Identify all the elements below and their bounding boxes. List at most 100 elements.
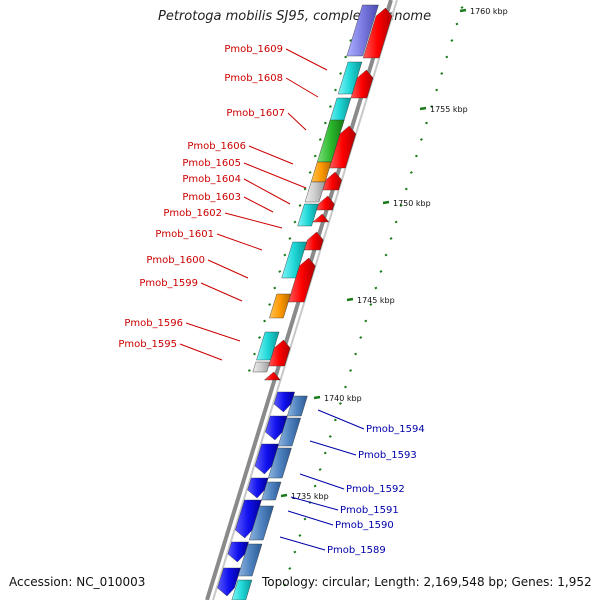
blue-gene-arrow [273,391,295,413]
label-leader [179,343,223,361]
scale-tick [450,39,454,42]
label-leader [207,259,249,279]
label-leader [287,510,334,526]
gene-box-cyan [231,579,253,600]
top-gene-label[interactable]: Pmob_1608 [224,73,283,84]
gene-box-cyan [297,203,319,227]
bottom-gene-label[interactable]: Pmob_1591 [340,505,399,516]
label-leader [216,233,263,251]
red-gene-arrow [350,69,374,99]
major-tick [280,493,288,498]
blue-gene-arrow [227,541,249,563]
red-gene-arrow [316,195,335,211]
label-leader [243,178,291,205]
gene-box-purple [346,4,379,57]
scale-label: 1760 kbp [470,7,508,16]
scale-tick [425,121,428,125]
scale-tick [404,187,408,191]
label-leader [309,440,357,456]
scale-tick [328,435,332,438]
top-gene-label[interactable]: Pmob_1600 [146,255,205,266]
scale-tick [460,6,464,9]
gene-box-cyan [337,61,363,95]
label-leader [243,162,307,189]
inner-tick [288,237,292,240]
blue-gene-arrow [235,499,262,539]
label-leader [224,212,283,229]
scale-tick [394,220,398,224]
inner-tick [298,204,302,207]
scale-tick [298,534,302,537]
inner-tick [268,303,272,306]
label-leader [285,77,319,98]
scale-tick [338,402,342,405]
blue-gene-arrow [254,443,279,475]
top-gene-label[interactable]: Pmob_1609 [224,44,283,55]
scale-tick [344,385,347,389]
gene-box-steel [267,447,292,479]
scale-tick [323,451,327,455]
inner-tick [293,220,297,224]
label-leader [248,145,294,165]
gene-box-steel [248,505,274,541]
red-gene-arrow [268,339,291,367]
top-gene-label[interactable]: Pmob_1595 [118,339,177,350]
top-gene-label[interactable]: Pmob_1602 [163,208,222,219]
top-gene-label[interactable]: Pmob_1601 [155,229,214,240]
bottom-gene-label[interactable]: Pmob_1594 [366,424,425,435]
scale-tick [364,319,368,323]
top-gene-label[interactable]: Pmob_1605 [182,158,241,169]
bottom-gene-label[interactable]: Pmob_1592 [346,484,405,495]
top-gene-label[interactable]: Pmob_1607 [226,108,285,119]
top-gene-label[interactable]: Pmob_1596 [124,318,183,329]
label-leader [279,536,326,551]
blue-gene-arrow [247,477,269,499]
scale-tick [399,204,403,207]
scale-tick [455,22,459,26]
label-leader [299,473,345,490]
label-leader [200,282,243,302]
inner-tick [258,336,261,339]
bottom-gene-label[interactable]: Pmob_1589 [327,545,386,556]
inner-tick [349,39,353,42]
top-gene-label[interactable]: Pmob_1599 [139,278,198,289]
bottom-gene-labels: Pmob_1594 Pmob_1593 Pmob_1592 Pmob_1591 Pmob… [279,409,425,556]
blue-gene-arrow [217,567,241,597]
scale-tick [384,253,388,257]
gene-box-cyan [256,331,280,361]
scale-tick [445,55,449,59]
scale-tick [369,303,373,306]
label-leader [185,322,241,342]
label-leader [243,196,274,213]
scale-tick [303,517,307,521]
red-gene-arrow [288,257,316,303]
gene-box-steel [287,395,308,417]
gene-features [217,4,393,600]
major-tick [459,8,467,13]
top-gene-label[interactable]: Pmob_1603 [182,192,241,203]
gene-box-cyan [281,241,307,279]
top-gene-label[interactable]: Pmob_1606 [187,141,246,152]
inner-tick [253,352,256,356]
scale-label: 1750 kbp [393,199,431,208]
blue-gene-arrow [265,415,288,441]
inner-tick [323,121,327,125]
scale-tick [354,352,358,356]
label-leader [287,112,307,131]
bottom-gene-label[interactable]: Pmob_1590 [335,520,394,531]
inner-tick [339,72,343,75]
top-gene-label[interactable]: Pmob_1604 [182,174,241,185]
scale-label: 1755 kbp [430,105,468,114]
inner-tick [344,55,348,59]
bottom-gene-label[interactable]: Pmob_1593 [358,450,417,461]
scale-tick [435,88,439,92]
scale-labels: 1760 kbp 1755 kbp 1750 kbp 1745 kbp 1740 kbp… [280,7,508,501]
major-tick [346,297,354,302]
inner-tick [328,105,332,108]
scale-tick [349,369,353,372]
scale-label: 1740 kbp [324,394,362,403]
scale-tick [359,336,363,339]
scale-tick [318,468,322,471]
inner-tick [308,171,312,174]
